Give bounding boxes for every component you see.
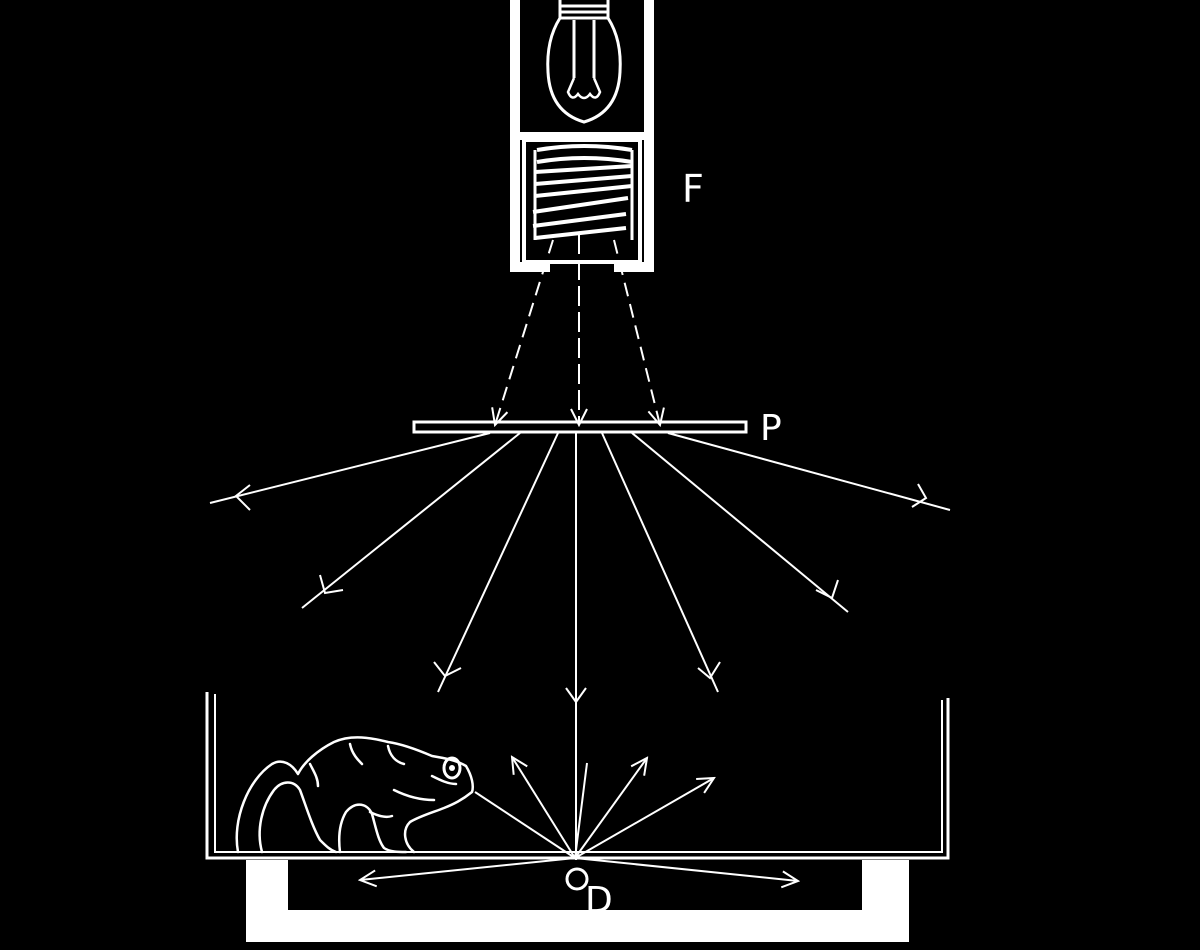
filter-label: F [682,167,704,211]
toad-icon [235,736,474,854]
lamp-housing [510,0,654,272]
plate-label: P [760,408,782,449]
incident-rays [495,234,660,425]
reflected-rays [360,757,798,881]
base-stand [246,860,909,942]
detector-label: D [585,880,613,921]
scattered-rays [209,432,951,860]
light-bulb-icon [546,0,622,124]
filter-assembly [532,144,634,240]
diffuser-plate [412,420,748,434]
detector [565,867,589,891]
